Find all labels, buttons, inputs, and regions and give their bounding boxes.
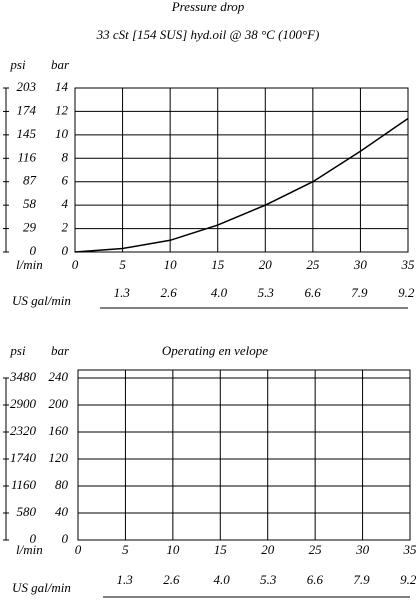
y-axis-label: bar xyxy=(51,57,70,72)
x-tick-label: 20 xyxy=(261,542,275,557)
x-tick-label: 25 xyxy=(306,257,320,272)
x2-tick-label: 5.3 xyxy=(258,285,275,300)
y-tick-label: 6 xyxy=(62,173,69,188)
y2-axis-label: psi xyxy=(9,343,26,358)
y-axis-label: bar xyxy=(51,343,70,358)
y2-tick-label: 1740 xyxy=(10,450,37,465)
y-tick-label: 4 xyxy=(62,196,69,211)
y-tick-label: 240 xyxy=(49,369,69,384)
plot-frame xyxy=(77,369,411,541)
x-tick-label: 0 xyxy=(75,542,82,557)
y2-tick-label: 58 xyxy=(23,196,37,211)
x2-tick-label: 9.2 xyxy=(400,572,416,587)
y-tick-label: 120 xyxy=(49,450,69,465)
x-tick-label: 15 xyxy=(211,257,225,272)
plot-frame xyxy=(74,87,409,253)
y2-tick-label: 0 xyxy=(30,531,37,546)
y-tick-label: 12 xyxy=(55,102,69,117)
x2-tick-label: 1.3 xyxy=(114,285,131,300)
x2-tick-label: 5.3 xyxy=(260,572,277,587)
y2-tick-label: 145 xyxy=(17,126,37,141)
x2-tick-label: 6.6 xyxy=(304,285,321,300)
y2-tick-label: 0 xyxy=(30,243,37,258)
y-tick-label: 8 xyxy=(62,149,69,164)
x-tick-label: 10 xyxy=(164,257,178,272)
y-tick-label: 2 xyxy=(62,220,69,235)
y-tick-label: 160 xyxy=(49,423,69,438)
x-tick-label: 30 xyxy=(355,542,370,557)
y-tick-label: 14 xyxy=(55,79,69,94)
x2-tick-label: 9.2 xyxy=(398,285,415,300)
x2-tick-label: 4.0 xyxy=(211,285,228,300)
chart-subtitle: 33 cSt [154 SUS] hyd.oil @ 38 °C (100°F) xyxy=(96,27,320,42)
y2-tick-label: 580 xyxy=(17,504,37,519)
x-tick-label: 25 xyxy=(309,542,323,557)
y-tick-label: 40 xyxy=(55,504,69,519)
y-tick-label: 200 xyxy=(49,396,69,411)
x2-axis-label: US gal/min xyxy=(12,293,71,308)
y-tick-label: 80 xyxy=(55,477,69,492)
x-tick-label: 20 xyxy=(259,257,273,272)
chart-title: Pressure drop xyxy=(171,0,245,14)
x2-tick-label: 2.6 xyxy=(163,572,180,587)
x-tick-label: 30 xyxy=(353,257,368,272)
y2-tick-label: 174 xyxy=(17,102,37,117)
x-tick-label: 15 xyxy=(214,542,228,557)
y2-tick-label: 1160 xyxy=(11,477,37,492)
x2-tick-label: 2.6 xyxy=(160,285,177,300)
x-tick-label: 35 xyxy=(403,542,416,557)
x2-tick-label: 7.9 xyxy=(353,572,370,587)
x-tick-label: 10 xyxy=(166,542,180,557)
x-axis-label: l/min xyxy=(16,542,43,557)
x-tick-label: 35 xyxy=(401,257,416,272)
y2-tick-label: 116 xyxy=(17,149,36,164)
x-axis-label: l/min xyxy=(16,257,43,272)
y2-tick-label: 2900 xyxy=(10,396,37,411)
y-tick-label: 10 xyxy=(55,126,69,141)
data-line xyxy=(74,117,409,253)
x2-axis-label: US gal/min xyxy=(12,580,71,595)
chart-title: Operating en velope xyxy=(162,343,268,358)
x2-tick-label: 6.6 xyxy=(307,572,324,587)
y2-axis-label: psi xyxy=(9,57,26,72)
x-tick-label: 0 xyxy=(72,257,79,272)
y2-tick-label: 203 xyxy=(17,79,37,94)
x2-tick-label: 4.0 xyxy=(213,572,230,587)
y2-tick-label: 2320 xyxy=(10,423,37,438)
y2-tick-label: 3480 xyxy=(9,369,37,384)
x2-tick-label: 7.9 xyxy=(351,285,368,300)
y-tick-label: 0 xyxy=(62,531,69,546)
x-tick-label: 5 xyxy=(122,542,129,557)
y2-tick-label: 29 xyxy=(23,220,37,235)
y2-tick-label: 87 xyxy=(23,173,37,188)
x-tick-label: 5 xyxy=(119,257,126,272)
x2-tick-label: 1.3 xyxy=(117,572,134,587)
y-tick-label: 0 xyxy=(62,243,69,258)
